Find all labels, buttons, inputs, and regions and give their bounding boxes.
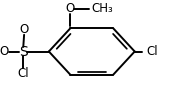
Text: Cl: Cl (146, 45, 157, 58)
Text: S: S (19, 44, 28, 59)
Text: O: O (19, 23, 29, 36)
Text: CH₃: CH₃ (91, 2, 113, 15)
Text: Cl: Cl (17, 67, 29, 80)
Text: O: O (66, 2, 75, 15)
Text: O: O (0, 45, 9, 58)
